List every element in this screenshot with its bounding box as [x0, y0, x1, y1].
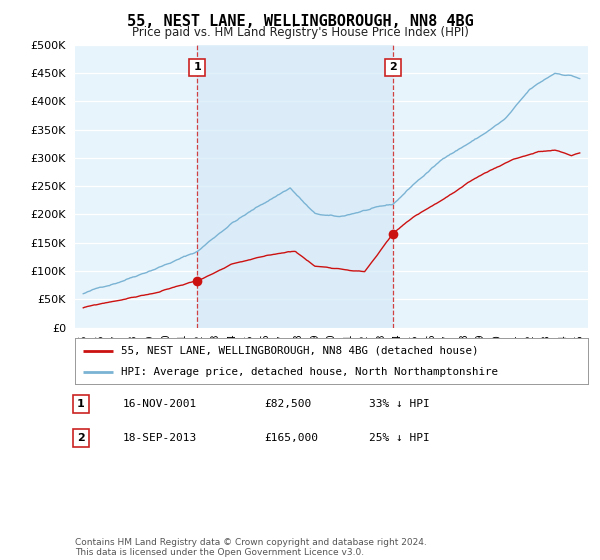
Text: 2: 2 [389, 62, 397, 72]
Text: HPI: Average price, detached house, North Northamptonshire: HPI: Average price, detached house, Nort… [121, 367, 498, 377]
Text: 18-SEP-2013: 18-SEP-2013 [123, 433, 197, 443]
Text: 55, NEST LANE, WELLINGBOROUGH, NN8 4BG (detached house): 55, NEST LANE, WELLINGBOROUGH, NN8 4BG (… [121, 346, 479, 356]
Bar [197, 45, 393, 328]
Text: 1: 1 [193, 62, 201, 72]
Text: 55, NEST LANE, WELLINGBOROUGH, NN8 4BG: 55, NEST LANE, WELLINGBOROUGH, NN8 4BG [127, 14, 473, 29]
Text: £82,500: £82,500 [264, 399, 311, 409]
Text: 25% ↓ HPI: 25% ↓ HPI [369, 433, 430, 443]
Text: Contains HM Land Registry data © Crown copyright and database right 2024.
This d: Contains HM Land Registry data © Crown c… [75, 538, 427, 557]
Text: 33% ↓ HPI: 33% ↓ HPI [369, 399, 430, 409]
Text: £165,000: £165,000 [264, 433, 318, 443]
Text: 1: 1 [77, 399, 85, 409]
Text: 16-NOV-2001: 16-NOV-2001 [123, 399, 197, 409]
Text: 2: 2 [77, 433, 85, 443]
Text: Price paid vs. HM Land Registry's House Price Index (HPI): Price paid vs. HM Land Registry's House … [131, 26, 469, 39]
